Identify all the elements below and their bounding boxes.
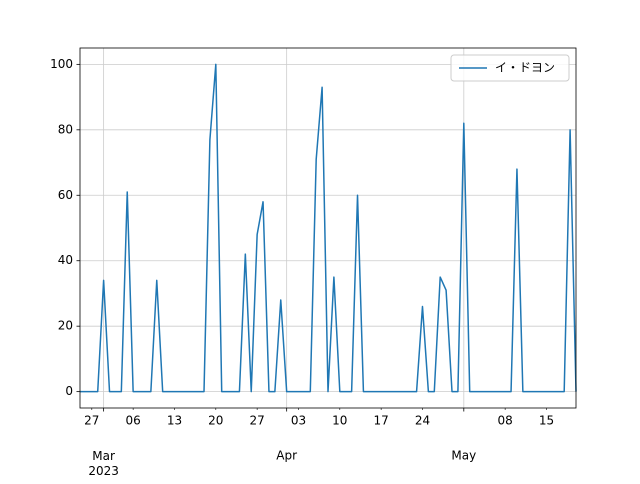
x-tick-label: Apr [276, 449, 297, 463]
y-tick-label: 0 [65, 384, 73, 398]
data-line [80, 63, 577, 393]
y-tick-label: 20 [58, 319, 73, 333]
legend-label: イ・ドヨン [495, 61, 555, 75]
y-tick-label: 60 [58, 188, 73, 202]
x-tick-label: 15 [539, 414, 554, 428]
y-tick-label: 80 [58, 122, 73, 136]
x-tick-label: 27 [250, 414, 265, 428]
x-tick-label: 06 [126, 414, 141, 428]
x-tick-label: 08 [498, 414, 513, 428]
y-tick-label: 40 [58, 253, 73, 267]
x-tick-label: 17 [374, 414, 389, 428]
x-tick-label: Mar 2023 [88, 449, 119, 478]
x-tick-label: May [451, 449, 476, 463]
x-tick-label: 10 [332, 414, 347, 428]
x-tick-label: 20 [208, 414, 223, 428]
plot-frame [79, 47, 577, 409]
x-tick-label: 27 [84, 414, 99, 428]
x-tick-label: 13 [167, 414, 182, 428]
y-tick-label: 100 [50, 57, 73, 71]
x-tick-label: 03 [291, 414, 306, 428]
legend-box [450, 54, 570, 82]
x-tick-label: 24 [415, 414, 430, 428]
